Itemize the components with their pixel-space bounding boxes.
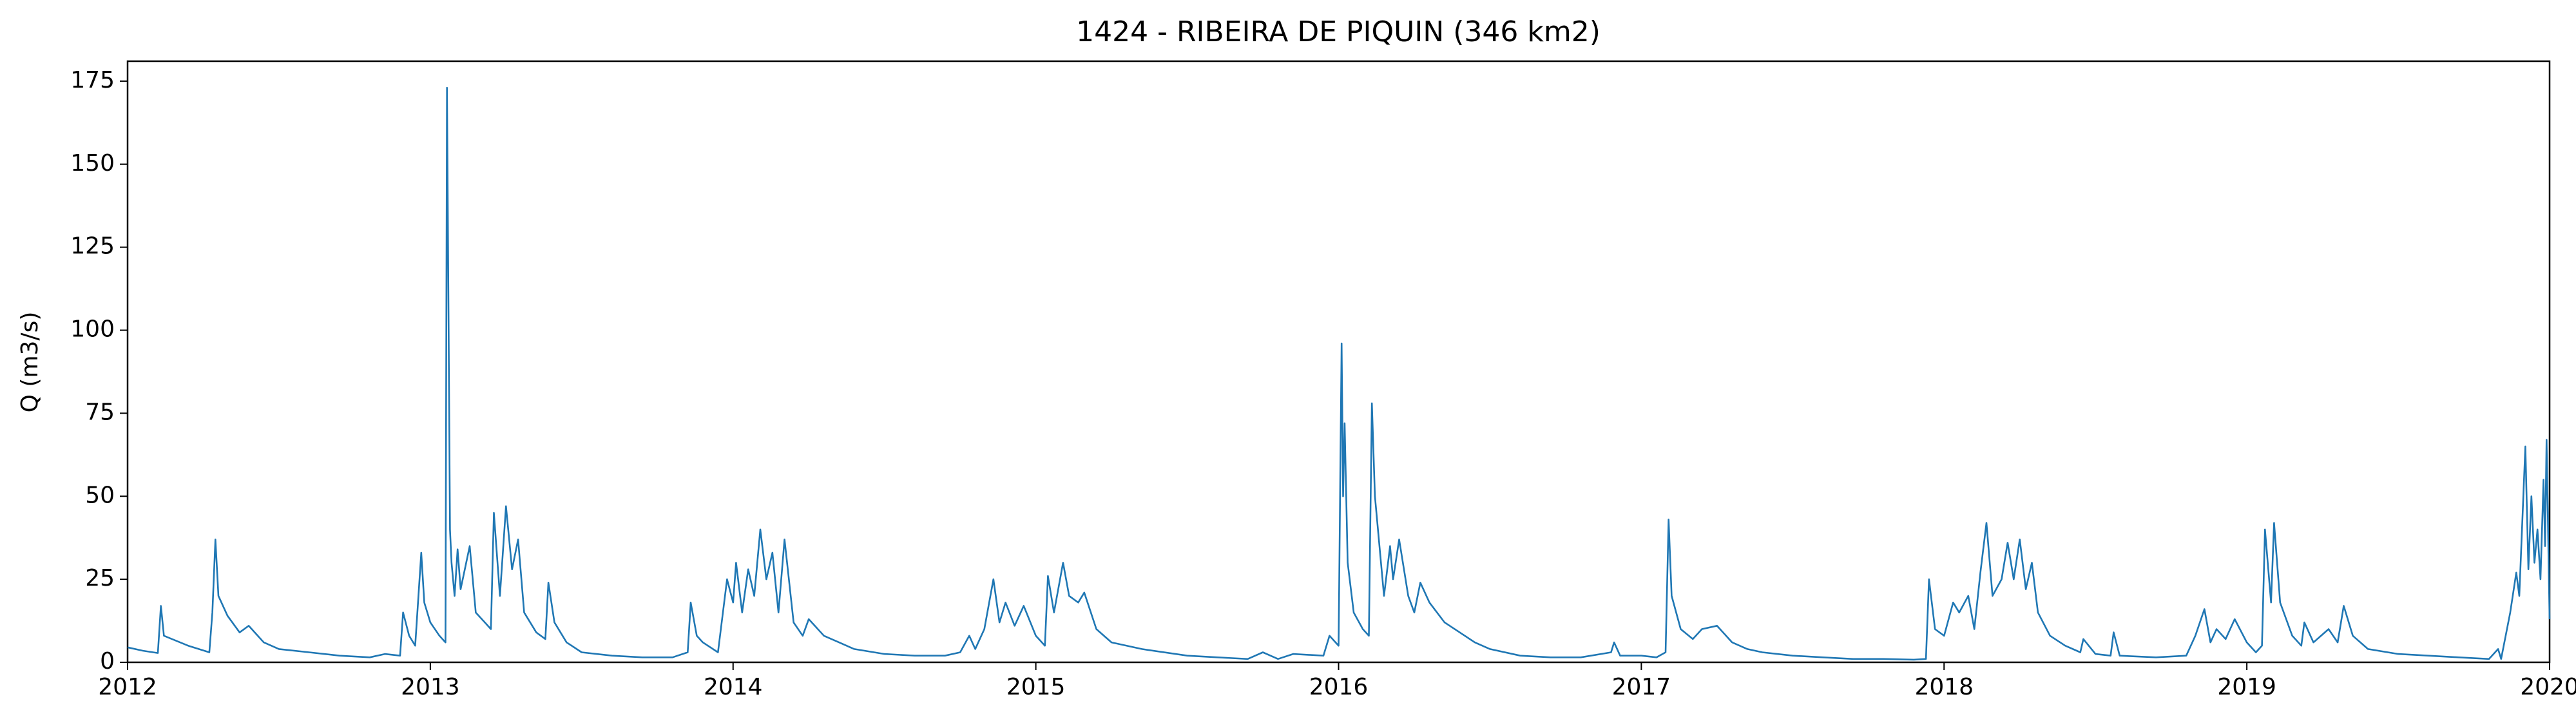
x-tick-label: 2012 (98, 674, 157, 700)
x-tick-label: 2017 (1612, 674, 1671, 700)
x-tick-label: 2016 (1309, 674, 1369, 700)
y-tick-label: 0 (100, 648, 115, 675)
y-tick-label: 50 (85, 482, 115, 508)
y-tick-label: 150 (70, 150, 115, 177)
x-tick-label: 2019 (2217, 674, 2276, 700)
data-line (127, 86, 2551, 661)
y-tick-label: 100 (70, 316, 115, 343)
x-tick-label: 2013 (401, 674, 460, 700)
y-tick-label: 125 (70, 233, 115, 260)
y-tick-label: 25 (85, 565, 115, 591)
y-tick-label: 75 (85, 399, 115, 425)
y-axis-label: Q (m3/s) (17, 312, 43, 413)
x-tick-label: 2014 (704, 674, 763, 700)
y-tick-label: 175 (70, 67, 115, 93)
x-tick-label: 2015 (1006, 674, 1066, 700)
chart-title: 1424 - RIBEIRA DE PIQUIN (346 km2) (1076, 15, 1600, 48)
x-tick-label: 2018 (1914, 674, 1974, 700)
x-tick-label: 2020 (2520, 674, 2576, 700)
